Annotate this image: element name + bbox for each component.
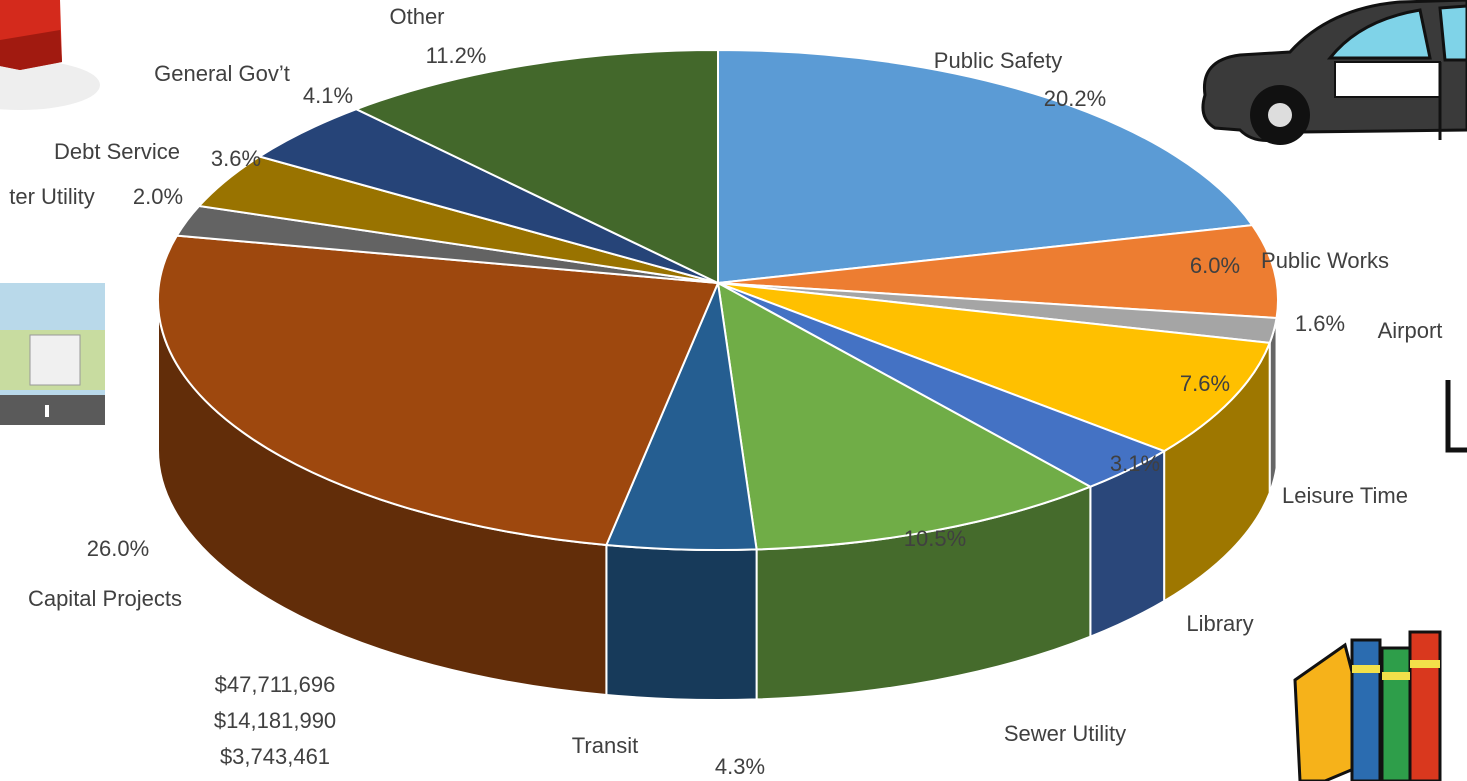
value-label: 3.1%	[1110, 451, 1160, 476]
value-label: 2.0%	[133, 184, 183, 209]
slice	[717, 224, 1279, 320]
pie	[157, 48, 1279, 702]
amount-annotation: $47,711,696	[215, 672, 336, 697]
police-clipart	[1201, 0, 1467, 145]
value-label: 3.6%	[211, 146, 261, 171]
category-label: Public Works	[1261, 248, 1389, 273]
value-label: 20.2%	[1044, 86, 1106, 111]
slice	[716, 281, 1093, 551]
projects-clipart	[0, 283, 105, 425]
value-label: 11.2%	[426, 43, 487, 68]
debt-clipart	[0, 0, 100, 110]
value-label: 1.6%	[1295, 311, 1345, 336]
books-clipart	[1293, 630, 1442, 781]
slice	[157, 234, 720, 547]
value-label: 4.1%	[303, 83, 353, 108]
category-label: Capital Projects	[28, 586, 182, 611]
edge-mark	[1445, 380, 1467, 453]
value-label: 26.0%	[87, 536, 149, 561]
category-label: Public Safety	[934, 48, 1062, 73]
amount-annotation: $3,743,461	[220, 744, 330, 769]
value-label: 7.6%	[1180, 371, 1230, 396]
value-label: 10.5%	[904, 526, 966, 551]
slice	[717, 282, 1272, 453]
category-label: Transit	[572, 733, 638, 758]
category-label: General Gov’t	[154, 61, 290, 86]
slice-side	[1268, 317, 1278, 494]
slice	[353, 48, 719, 285]
category-label: Leisure Time	[1282, 483, 1408, 508]
category-label: Airport	[1378, 318, 1443, 343]
category-label: Debt Service	[54, 139, 180, 164]
category-label: ter Utility	[9, 184, 95, 209]
value-label: 4.3%	[715, 754, 765, 779]
slice-side	[605, 543, 758, 702]
category-label: Sewer Utility	[1004, 721, 1126, 746]
category-label: Library	[1186, 611, 1253, 636]
amount-annotation: $14,181,990	[214, 708, 336, 733]
category-label: Other	[389, 4, 444, 29]
value-label: 6.0%	[1190, 253, 1240, 278]
slice	[717, 48, 1255, 285]
